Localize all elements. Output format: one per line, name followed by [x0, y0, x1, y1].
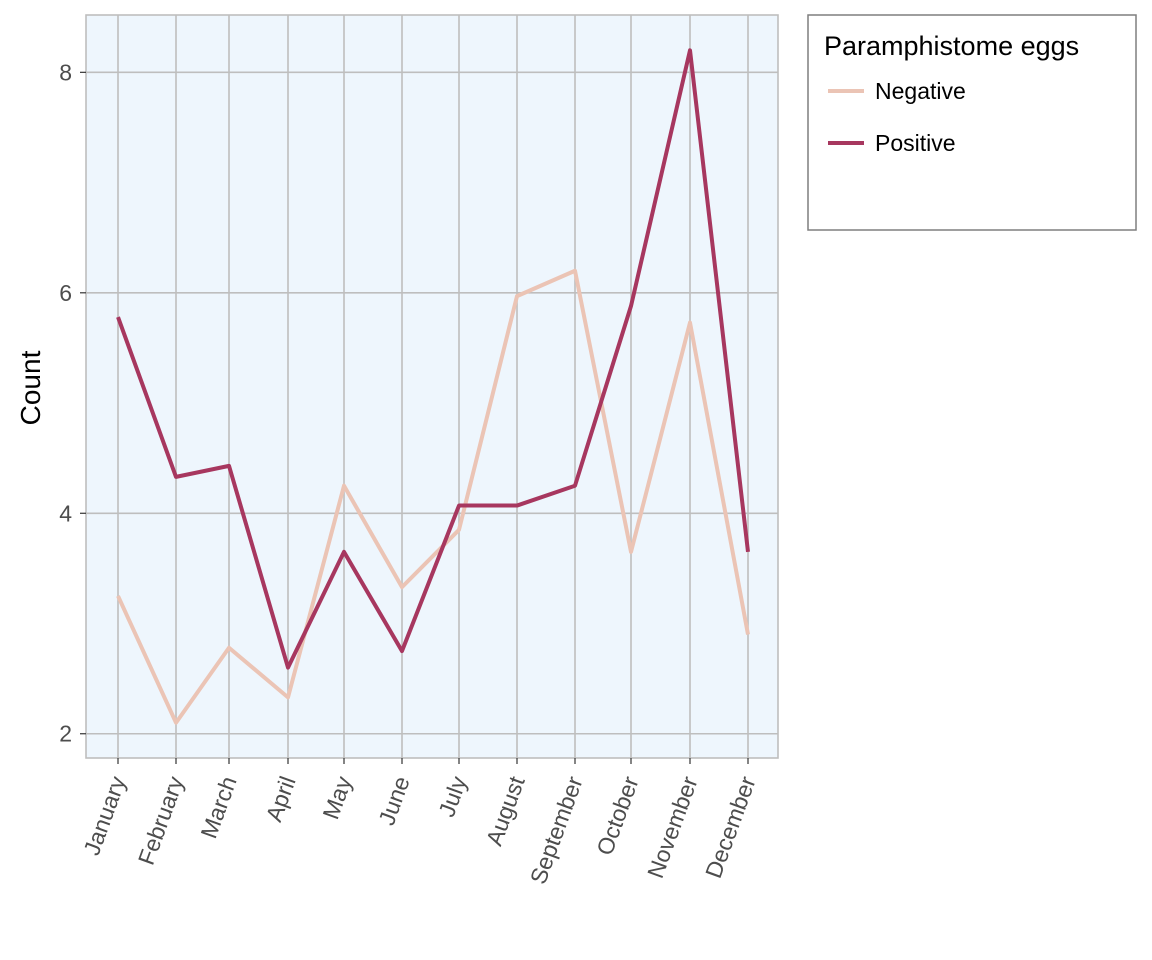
x-tick-label: October [591, 773, 644, 859]
x-axis: January February March April May June July Augu… [78, 758, 761, 887]
x-tick-label: July [433, 772, 472, 820]
x-tick-label: January [78, 772, 131, 858]
series-lines [116, 48, 750, 725]
grid [85, 14, 779, 759]
x-tick-label: March [195, 773, 241, 842]
x-tick-label: June [373, 773, 414, 829]
x-tick-label: April [261, 773, 301, 825]
y-tick-label: 4 [59, 500, 72, 526]
series-line-positive [116, 48, 750, 670]
x-tick-label: February [133, 772, 189, 868]
legend-label-negative: Negative [875, 78, 966, 104]
x-tick-label: September [525, 773, 588, 888]
y-tick-label: 6 [59, 280, 72, 306]
legend-box [807, 14, 1137, 231]
plot-panel [86, 15, 778, 758]
y-tick-label: 2 [59, 721, 72, 747]
x-tick-label: December [700, 773, 761, 882]
y-axis-title: Count [15, 350, 46, 425]
series-line-negative [116, 268, 750, 725]
y-tick-label: 8 [59, 59, 72, 85]
x-tick-label: August [481, 772, 530, 849]
x-tick-label: November [642, 773, 703, 882]
legend-items: Negative Positive [828, 78, 966, 156]
panel-background [86, 15, 778, 758]
panel-border [85, 14, 779, 759]
legend: Paramphistome eggs Negative Positive [807, 14, 1137, 231]
legend-label-positive: Positive [875, 130, 956, 156]
legend-title: Paramphistome eggs [824, 31, 1079, 61]
x-tick-label: May [317, 772, 356, 822]
y-axis: 2 4 6 8 [59, 59, 86, 747]
